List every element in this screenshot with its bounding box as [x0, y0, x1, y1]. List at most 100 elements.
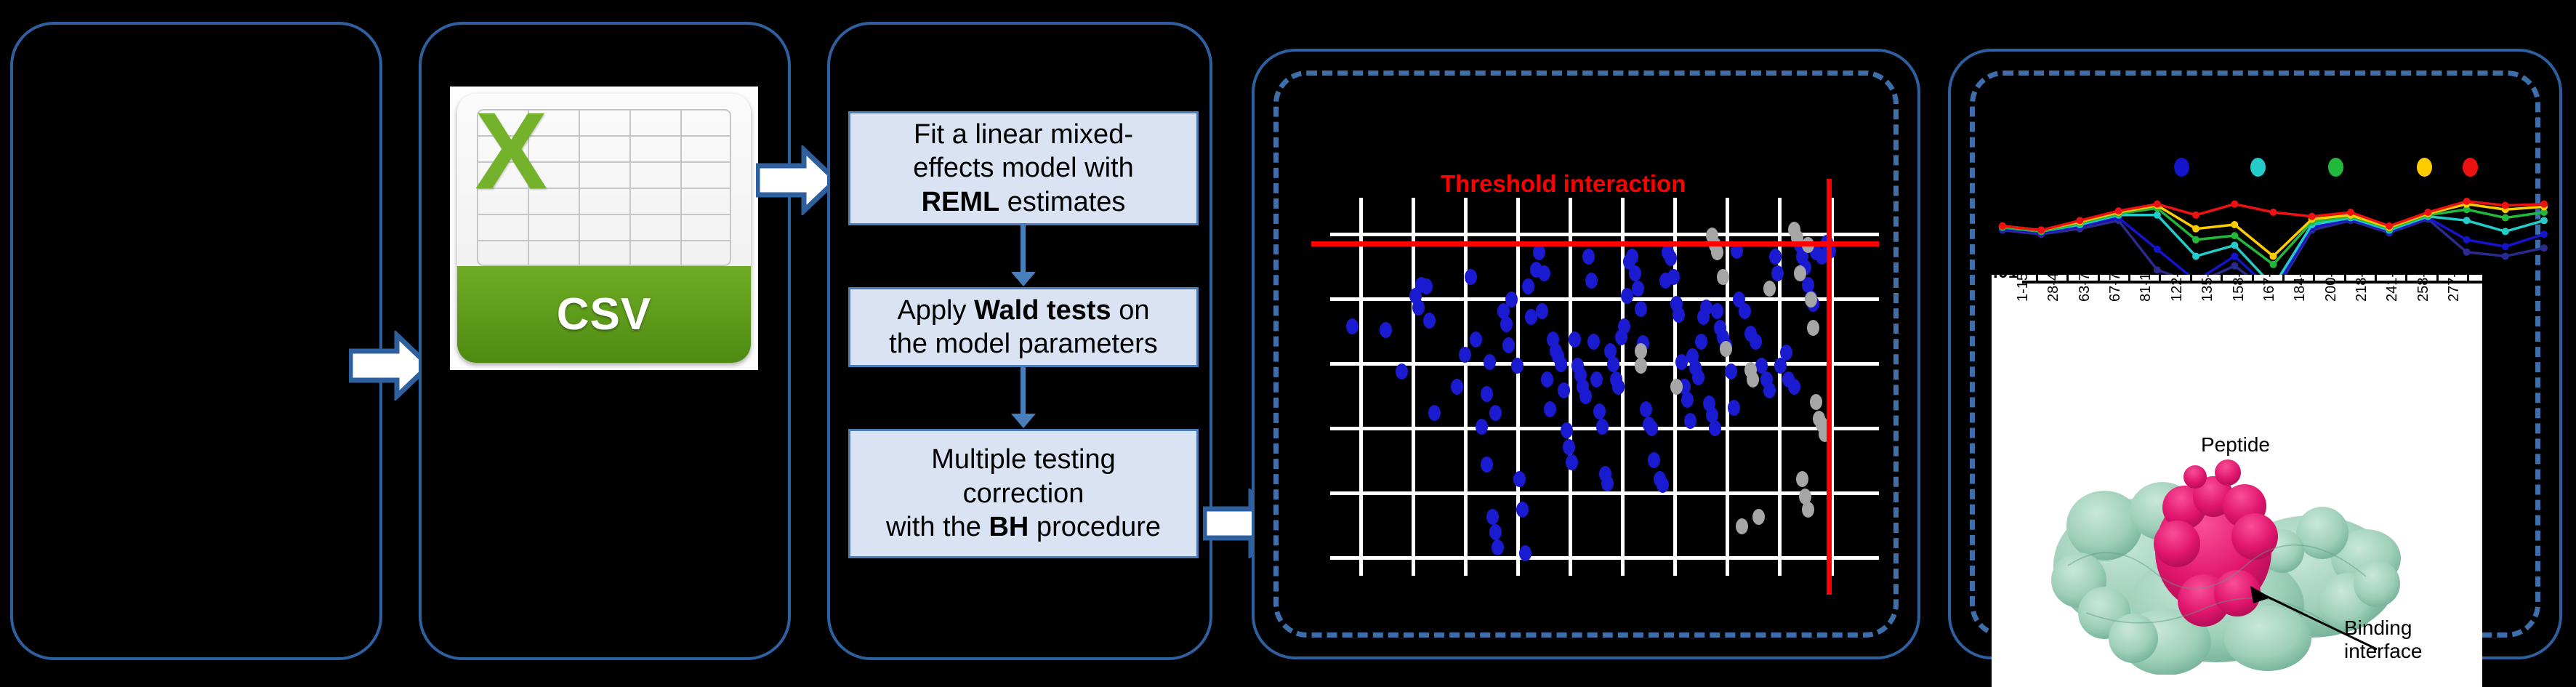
line-marker [2308, 212, 2316, 220]
scatter-point-significant [1481, 386, 1494, 403]
scatter-point-significant [1582, 248, 1595, 265]
scatter-point-significant [1645, 420, 1658, 437]
scatter-point-significant [1535, 303, 1548, 319]
line-marker [2114, 207, 2122, 215]
legend-dot-1 [2174, 158, 2189, 177]
csv-icon-body: X CSV [457, 94, 751, 363]
scatter-point-significant [1524, 308, 1537, 325]
arrow-data-to-model [756, 145, 837, 215]
scatter-point-significant [1458, 346, 1471, 363]
scatter-point-nonsignificant [1634, 358, 1647, 374]
scatter-point-significant [1379, 322, 1392, 338]
scatter-point-significant [1700, 299, 1713, 316]
x-tick-mark [2251, 275, 2254, 284]
scatter-point-significant [1464, 269, 1477, 286]
x-tick-mark [2221, 275, 2223, 284]
connector-2 [1021, 367, 1026, 417]
arrow-input-to-data [349, 331, 430, 401]
line-marker [2231, 221, 2239, 228]
step-bh-bold: BH [989, 512, 1029, 543]
scatter-point-significant [1683, 412, 1696, 429]
scatter-point-significant [1730, 242, 1743, 259]
scatter-point-significant [1656, 477, 1669, 494]
step-fit-model-box[interactable]: Fit a linear mixed- effects model with R… [848, 111, 1199, 225]
line-marker [2037, 226, 2045, 234]
scatter-point-significant [1750, 333, 1763, 350]
scatter-point-significant [1675, 354, 1689, 371]
scatter-point-significant [1566, 454, 1579, 470]
scatter-point-significant [1568, 332, 1581, 347]
gridline-v [1412, 198, 1415, 576]
line-marker [2153, 200, 2161, 208]
gridline-v [1359, 198, 1363, 576]
scatter-point-significant [1538, 265, 1551, 281]
x-tick-label: 122-129 [2168, 275, 2185, 302]
scatter-point-significant [1475, 418, 1488, 435]
scatter-point-significant [1725, 363, 1738, 380]
line-marker [2192, 225, 2200, 233]
scatter-point-significant [1489, 524, 1502, 541]
step-wald-tests-text: Apply Wald tests on the model parameters [889, 294, 1158, 361]
line-marker [2424, 209, 2432, 216]
scatter-point-nonsignificant [1736, 518, 1749, 535]
step-wald-bold: Wald tests [974, 294, 1111, 326]
x-tick-mark [2159, 275, 2162, 284]
scatter-point-nonsignificant [1799, 488, 1812, 505]
x-tick-label: 200-214 [2322, 275, 2339, 302]
scatter-point-significant [1612, 379, 1625, 395]
x-tick-mark [2313, 275, 2316, 284]
gridline-v [1778, 198, 1782, 576]
step-wald-pre: Apply [897, 294, 975, 326]
x-tick-mark [2189, 275, 2192, 284]
line-marker [2501, 243, 2509, 251]
line-marker [2501, 228, 2509, 236]
scatter-point-significant [1648, 452, 1661, 469]
x-tick-mark [2405, 275, 2408, 284]
scatter-point-significant [1502, 337, 1516, 353]
x-tick-label: 67-75 [2107, 275, 2124, 302]
x-tick-label: 1-15 [2015, 275, 2031, 302]
scatter-point-significant [1667, 269, 1680, 286]
line-marker [2192, 252, 2200, 260]
step-bh-correction-box[interactable]: Multiple testing correction with the BH … [848, 429, 1199, 558]
scatter-point-significant [1771, 265, 1784, 281]
scatter-point-significant [1497, 303, 1510, 319]
scatter-point-nonsignificant [1804, 292, 1817, 308]
x-tick-mark [2467, 275, 2469, 284]
step-wald-tests-box[interactable]: Apply Wald tests on the model parameters [848, 287, 1199, 367]
binding-line1: Binding [2344, 616, 2412, 639]
x-tick-mark [2374, 275, 2377, 284]
peptide-uptake-lines [1999, 197, 2548, 299]
gridline-v [1726, 198, 1729, 576]
x-tick-label: 63-73 [2076, 275, 2093, 302]
line-marker [2076, 217, 2084, 225]
line-marker [2346, 209, 2354, 216]
line-marker [2192, 236, 2200, 244]
line-marker [2540, 230, 2548, 238]
scatter-point-significant [1492, 539, 1505, 555]
scatter-point-significant [1420, 278, 1433, 295]
step-wald-post: on [1111, 294, 1150, 326]
x-tick-mark [2036, 275, 2038, 284]
scatter-point-significant [1601, 475, 1614, 491]
scatter-point-significant [1779, 345, 1792, 361]
threshold-interaction-label: Threshold interaction [1441, 170, 1686, 197]
gridline-h [1330, 491, 1879, 495]
scatter-point-significant [1557, 382, 1570, 399]
structure-figure-card: 0.01 1-15 28-44 63-73 67-75 81-101 122-129 135… [1992, 275, 2482, 687]
threshold-state-line [1827, 179, 1832, 595]
scatter-point-significant [1801, 276, 1814, 293]
scatter-point-significant [1585, 273, 1598, 289]
x-tick-label: 135-144 [2199, 275, 2216, 302]
scatter-point-significant [1763, 382, 1776, 399]
scatter-point-significant [1516, 502, 1529, 518]
scatter-point-significant [1634, 301, 1647, 318]
scatter-point-nonsignificant [1793, 265, 1806, 281]
scatter-point-nonsignificant [1716, 269, 1729, 286]
step-bh-line3-post: procedure [1029, 512, 1162, 543]
x-tick-label: 167-180 [2261, 275, 2277, 302]
line-marker [2540, 200, 2548, 208]
scatter-point-significant [1604, 342, 1617, 359]
csv-file-icon[interactable]: X CSV [450, 87, 758, 370]
